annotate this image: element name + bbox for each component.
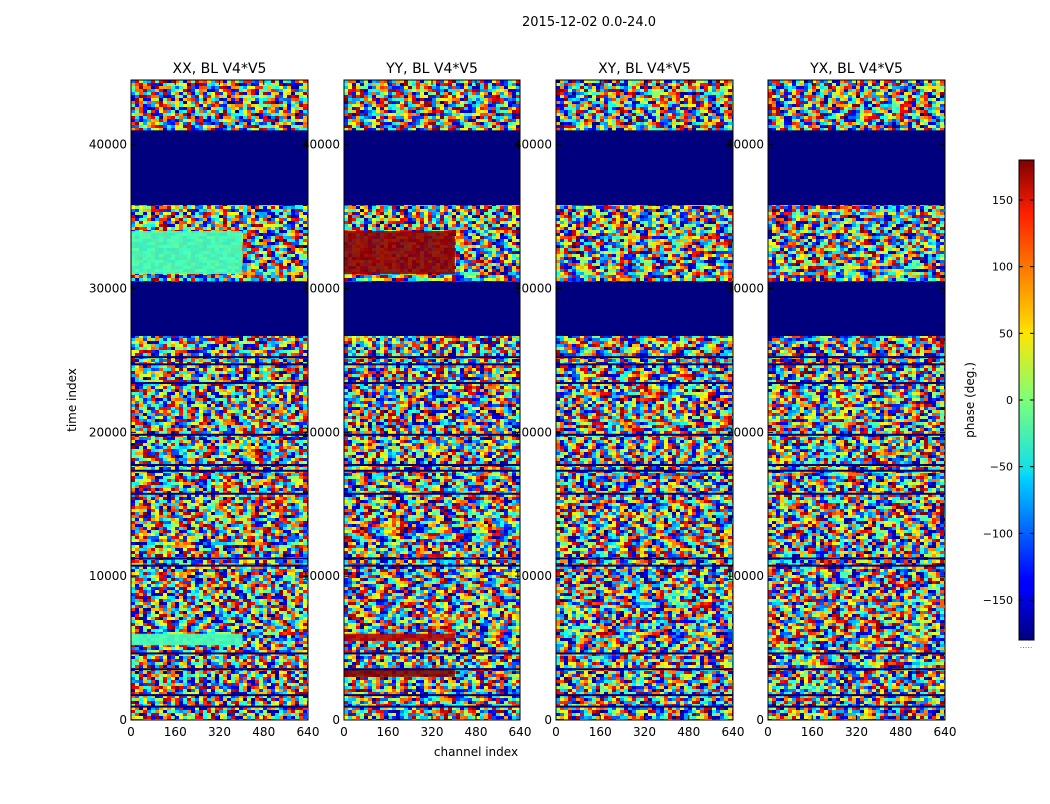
x-tick-label: 320 [208,725,231,739]
y-tick-label: 40000 [726,138,764,152]
figure-suptitle: 2015-12-02 0.0-24.0 [522,15,656,30]
x-tick-label: 320 [633,725,656,739]
y-tick-label: 20000 [89,425,127,439]
colorbar-tick-label: −150 [983,594,1013,607]
x-tick-label: 640 [934,725,957,739]
x-tick-label: 0 [340,725,348,739]
colorbar-tick-label: −50 [990,461,1013,474]
y-axis-label: time index [65,368,79,432]
colorbar-tick-label: 150 [992,194,1013,207]
flagged-band [768,130,945,205]
y-tick-label: 0 [544,713,552,727]
x-tick-label: 160 [164,725,187,739]
panel-title: YX, BL V4*V5 [809,61,903,77]
panel-title: YY, BL V4*V5 [385,61,478,77]
panels: XX, BL V4*V5 0 160 320 480 640 0 10000 20000 3000… [89,61,957,739]
y-tick-label: 0 [756,713,764,727]
y-tick-label: 30000 [514,282,552,296]
flagged-band [344,281,520,336]
x-tick-label: 640 [509,725,532,739]
x-tick-label: 0 [764,725,772,739]
x-tick-label: 480 [465,725,488,739]
colorbar: −150 −100 −50 0 50 100 150 ..... phase (deg.) [963,160,1034,650]
x-tick-label: 480 [889,725,912,739]
flagged-band [556,130,733,205]
x-tick-label: 160 [589,725,612,739]
colorbar-tick-label: 50 [999,327,1013,340]
panel-1: XX, BL V4*V5 0 160 320 480 640 0 10000 20000 3000… [89,61,320,739]
flagged-band [131,281,308,336]
colorbar-tick-label: −100 [983,527,1013,540]
colorbar-underflow-marker: ..... [1020,641,1033,650]
phase-image [344,80,520,722]
phase-image [131,80,311,722]
y-tick-label: 0 [332,713,340,727]
y-tick-label: 20000 [302,425,340,439]
x-tick-label: 0 [127,725,135,739]
y-tick-label: 20000 [726,425,764,439]
x-axis-label: channel index [434,745,518,759]
x-tick-label: 320 [845,725,868,739]
x-tick-label: 480 [677,725,700,739]
colorbar-tick-label: 100 [992,261,1013,274]
x-tick-label: 320 [421,725,444,739]
flagged-band [131,130,308,205]
y-tick-label: 10000 [302,569,340,583]
y-tick-label: 10000 [514,569,552,583]
y-tick-label: 10000 [89,569,127,583]
panel-2: YY, BL V4*V5 0 160 320 480 640 0 10000 20000 3000… [302,61,532,739]
y-tick-label: 40000 [514,138,552,152]
y-tick-label: 0 [119,713,127,727]
x-tick-label: 160 [377,725,400,739]
panel-title: XX, BL V4*V5 [173,61,267,77]
x-tick-label: 640 [297,725,320,739]
panel-3: XY, BL V4*V5 0 160 320 480 640 0 10000 20000 3000… [514,61,745,739]
x-tick-label: 640 [722,725,745,739]
flagged-band [768,281,945,336]
panel-title: XY, BL V4*V5 [598,61,691,77]
y-tick-label: 10000 [726,569,764,583]
y-tick-label: 30000 [302,282,340,296]
phase-image [556,80,736,722]
y-tick-label: 20000 [514,425,552,439]
flagged-band [344,130,520,205]
colorbar-tick-label: 0 [1006,394,1013,407]
x-tick-label: 480 [252,725,275,739]
y-tick-label: 30000 [89,282,127,296]
x-tick-label: 160 [801,725,824,739]
phase-image [768,80,948,722]
y-tick-label: 40000 [302,138,340,152]
colorbar-label: phase (deg.) [963,362,977,438]
y-tick-label: 30000 [726,282,764,296]
y-tick-label: 40000 [89,138,127,152]
panel-4: YX, BL V4*V5 0 160 320 480 640 0 10000 20000 3000… [726,61,957,739]
flagged-band [556,281,733,336]
x-tick-label: 0 [552,725,560,739]
